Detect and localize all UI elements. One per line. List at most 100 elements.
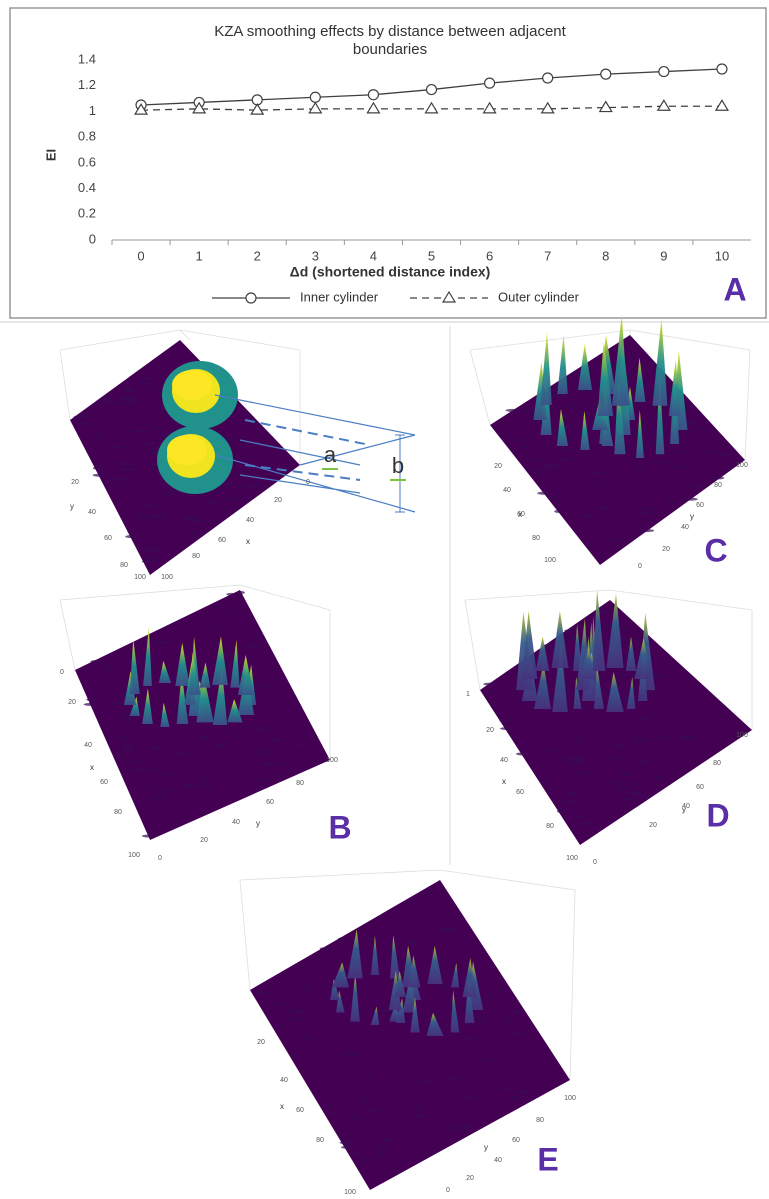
panel-tick-label: 40 [232,819,240,826]
panel-tick-label: 80 [536,1117,544,1124]
texture [696,427,706,430]
texture [237,591,245,594]
texture [691,485,703,488]
texture [565,637,582,640]
texture [345,1052,359,1055]
panel-tick-label: 20 [200,837,208,844]
panel-tick-label: 20 [71,479,79,486]
panel-axis-label: x [246,537,250,546]
texture [125,535,138,538]
texture [598,506,609,509]
texture [617,773,631,776]
point [543,73,553,83]
panel-label: D [706,797,729,833]
texture [464,1037,478,1040]
texture [156,790,170,793]
texture [199,780,208,783]
texture [190,519,205,522]
panel-tick-label: 60 [296,1107,304,1114]
texture [659,461,667,464]
panel-tick-label: 1 [466,691,470,698]
texture [642,507,657,510]
y-tick-label: 1 [89,103,96,118]
panel-tick-label: 100 [566,855,578,862]
panel-tick-label: 60 [100,779,108,786]
texture [118,737,130,740]
texture [632,739,649,742]
texture [500,727,517,730]
panel-tick-label: 100 [736,732,748,739]
texture [506,1097,520,1100]
texture [162,772,176,775]
texture [540,780,549,783]
panel-tick-label: 100 [161,574,173,581]
texture [503,1019,511,1022]
texture [639,718,649,721]
panel-tick-label: 40 [503,487,511,494]
legend-label: Outer cylinder [498,289,580,304]
texture [141,785,151,788]
panel-tick-label: 0 [593,859,597,866]
texture [213,743,228,746]
panel-tick-label: 40 [500,757,508,764]
texture [620,628,629,631]
panel-tick-label: 80 [316,1137,324,1144]
texture [250,727,267,730]
texture [507,1033,525,1036]
panel-tick-label: 100 [128,852,140,859]
panel-axis-label: x [518,510,522,519]
x-tick-label: 4 [370,248,377,263]
panel-tick-label: 0 [306,479,310,486]
texture [347,1116,363,1119]
texture [616,787,630,790]
texture [377,1152,387,1155]
legend-label: Inner cylinder [300,289,379,304]
y-tick-label: 0.4 [78,180,96,195]
panel-tick-label: 100 [736,462,748,469]
texture [563,758,581,761]
texture [90,660,105,663]
texture [566,404,579,407]
panel-tick-label: 0 [60,669,64,676]
annotation: b [392,453,404,478]
texture [261,778,269,781]
texture [571,761,580,764]
texture [287,1018,303,1021]
texture [612,744,625,747]
texture [486,1059,495,1062]
texture [148,556,158,559]
texture [508,1010,522,1013]
panel-tick-label: 20 [494,463,502,470]
panel-tick-label: 60 [516,789,524,796]
texture [413,1114,426,1117]
texture [129,761,140,764]
texture [548,788,558,791]
texture [506,409,522,412]
texture [123,745,131,748]
texture [562,448,573,451]
texture [580,514,597,517]
x-tick-label: 6 [486,248,493,263]
point [368,90,378,100]
texture [151,797,166,800]
texture [163,491,177,494]
panel-tick-label: 0 [446,1187,450,1194]
panel-tick-label: 40 [88,509,96,516]
y-tick-label: 1.2 [78,77,96,92]
panel-tick-label: 100 [344,1189,356,1196]
cylinder-top [167,435,207,465]
texture [464,1096,476,1099]
panel-tick-label: 40 [280,1077,288,1084]
texture [519,1091,529,1094]
texture [74,415,87,418]
texture [124,400,140,403]
panel-label: E [537,1141,558,1177]
texture [303,1036,312,1039]
texture [226,593,237,596]
texture [149,769,160,772]
texture [267,738,283,741]
x-tick-label: 5 [428,248,435,263]
texture [180,784,198,787]
texture [84,703,98,706]
panel-tick-label: 80 [532,535,540,542]
